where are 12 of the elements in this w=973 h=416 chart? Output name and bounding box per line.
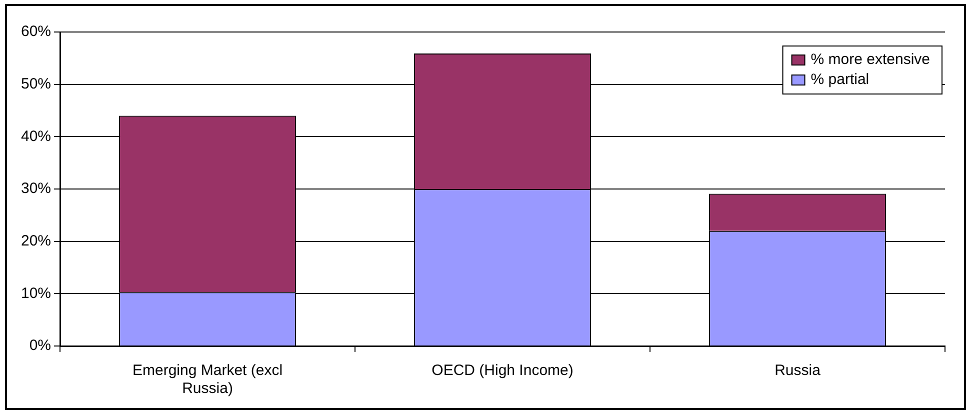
- y-tick-label: 20%: [20, 232, 52, 250]
- y-tick-label: 60%: [20, 23, 52, 40]
- x-tick-label: Emerging Market (excl Russia): [132, 362, 283, 398]
- y-tick-label: 30%: [20, 180, 52, 198]
- y-tick-label: 40%: [20, 128, 52, 145]
- x-tick-label: Russia: [774, 362, 822, 380]
- legend-label: % more extensive: [810, 51, 930, 68]
- y-tick-label: 0%: [29, 337, 52, 354]
- x-tick-label: OECD (High Income): [432, 362, 574, 380]
- y-tick-label: 10%: [20, 284, 52, 302]
- y-tick-label: 50%: [20, 75, 52, 92]
- legend-label: % partial: [810, 71, 870, 88]
